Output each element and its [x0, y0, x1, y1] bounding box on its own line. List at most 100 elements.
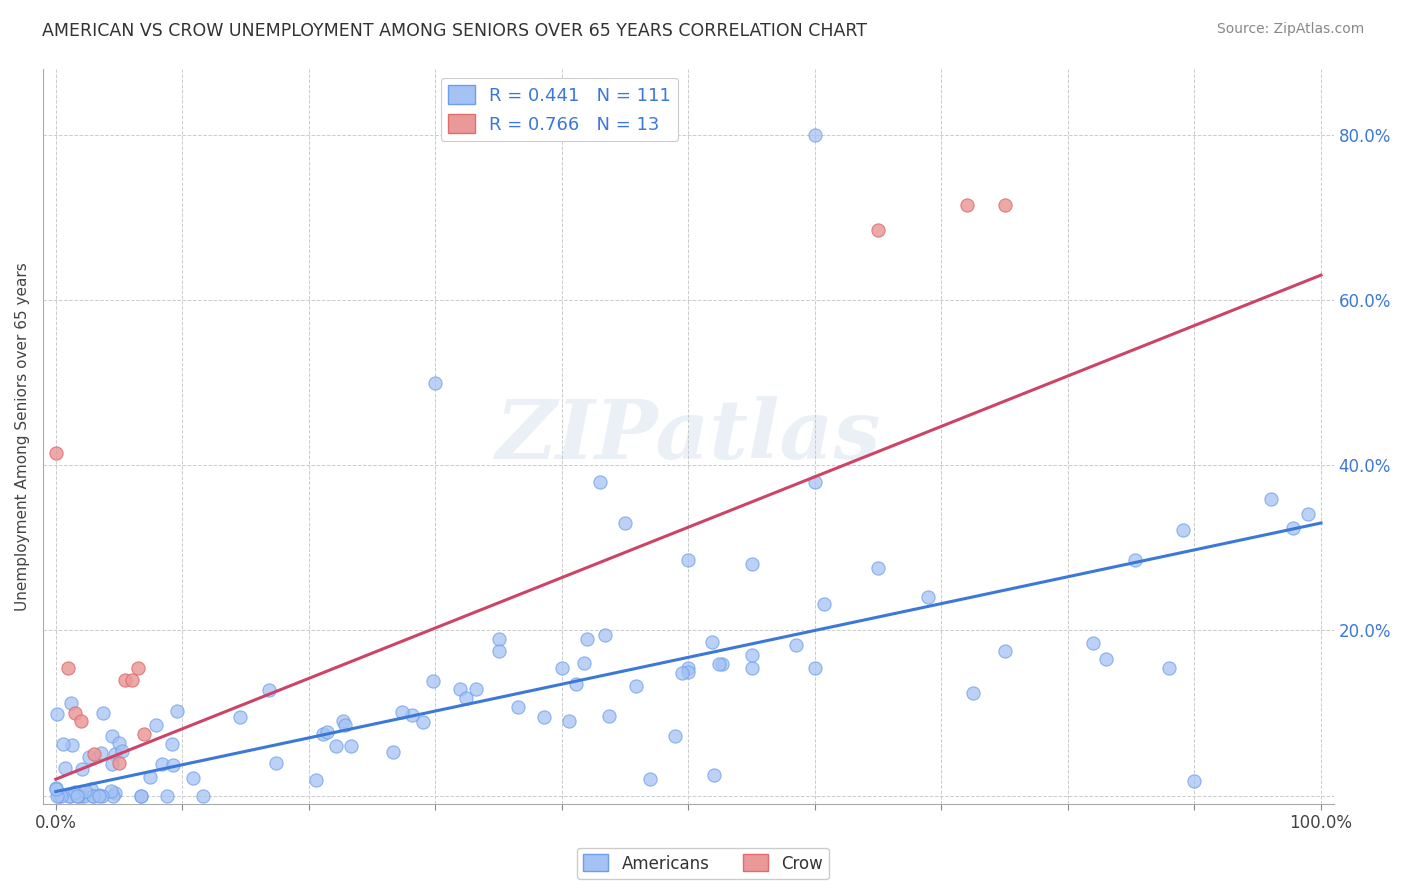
Text: ZIPatlas: ZIPatlas: [496, 396, 882, 476]
Point: [1184, 773, 1206, 788]
Point: [1281, 521, 1303, 535]
Point: [46, 706, 69, 721]
Point: [506, 700, 529, 714]
Point: [108, 736, 131, 750]
Point: [576, 632, 599, 646]
Point: [70, 714, 93, 729]
Point: [1123, 553, 1146, 567]
Point: [129, 789, 152, 803]
Point: [104, 747, 127, 761]
Point: [564, 676, 586, 690]
Legend: R = 0.441   N = 111, R = 0.766   N = 13: R = 0.441 N = 111, R = 0.766 N = 13: [440, 78, 678, 141]
Point: [671, 666, 693, 681]
Point: [572, 657, 595, 671]
Point: [640, 772, 662, 787]
Point: [90, 746, 112, 760]
Point: [589, 475, 612, 489]
Point: [868, 222, 890, 236]
Point: [60, 738, 83, 752]
Point: [264, 756, 287, 770]
Point: [53, 761, 76, 775]
Point: [82, 789, 104, 803]
Point: [91, 789, 114, 803]
Point: [804, 475, 827, 489]
Point: [624, 679, 647, 693]
Point: [45, 446, 67, 460]
Point: [456, 690, 478, 705]
Point: [101, 757, 124, 772]
Point: [401, 708, 423, 723]
Point: [1260, 491, 1282, 506]
Point: [70, 789, 93, 803]
Point: [63, 706, 86, 720]
Point: [422, 673, 444, 688]
Point: [449, 681, 471, 696]
Point: [381, 745, 404, 759]
Point: [63, 785, 86, 799]
Point: [305, 772, 328, 787]
Point: [77, 750, 100, 764]
Point: [703, 768, 725, 782]
Point: [87, 789, 110, 803]
Y-axis label: Unemployment Among Seniors over 65 years: Unemployment Among Seniors over 65 years: [15, 262, 30, 611]
Point: [257, 682, 280, 697]
Point: [114, 673, 136, 687]
Point: [80, 782, 103, 797]
Point: [49, 789, 72, 803]
Point: [664, 729, 686, 743]
Point: [145, 718, 167, 732]
Point: [804, 128, 827, 142]
Point: [558, 714, 581, 728]
Point: [70, 762, 93, 776]
Point: [678, 665, 700, 679]
Point: [127, 660, 149, 674]
Point: [66, 789, 89, 803]
Point: [104, 786, 127, 800]
Point: [741, 558, 763, 572]
Point: [181, 771, 204, 785]
Point: [129, 789, 152, 803]
Point: [465, 682, 488, 697]
Point: [160, 737, 183, 751]
Point: [91, 706, 114, 720]
Point: [150, 757, 173, 772]
Point: [46, 789, 69, 803]
Point: [166, 704, 188, 718]
Point: [100, 783, 122, 797]
Point: [87, 788, 110, 802]
Point: [101, 729, 124, 743]
Point: [83, 747, 105, 762]
Text: AMERICAN VS CROW UNEMPLOYMENT AMONG SENIORS OVER 65 YEARS CORRELATION CHART: AMERICAN VS CROW UNEMPLOYMENT AMONG SENI…: [42, 22, 868, 40]
Point: [162, 758, 184, 772]
Point: [741, 648, 763, 663]
Point: [73, 789, 96, 803]
Point: [67, 789, 90, 803]
Point: [994, 644, 1017, 658]
Point: [1296, 507, 1319, 521]
Point: [48, 789, 70, 803]
Point: [52, 737, 75, 751]
Point: [340, 739, 363, 754]
Point: [994, 198, 1017, 212]
Point: [1095, 652, 1118, 666]
Point: [156, 789, 179, 803]
Point: [595, 628, 617, 642]
Point: [312, 726, 335, 740]
Point: [108, 756, 131, 770]
Point: [804, 660, 827, 674]
Point: [488, 644, 510, 658]
Point: [229, 709, 252, 723]
Point: [121, 673, 143, 687]
Legend: Americans, Crow: Americans, Crow: [576, 847, 830, 880]
Point: [711, 657, 734, 672]
Point: [678, 660, 700, 674]
Point: [598, 709, 620, 723]
Point: [678, 553, 700, 567]
Point: [134, 727, 156, 741]
Point: [60, 696, 83, 710]
Point: [785, 638, 807, 652]
Point: [709, 657, 731, 671]
Point: [614, 516, 637, 530]
Point: [962, 686, 984, 700]
Point: [139, 770, 162, 784]
